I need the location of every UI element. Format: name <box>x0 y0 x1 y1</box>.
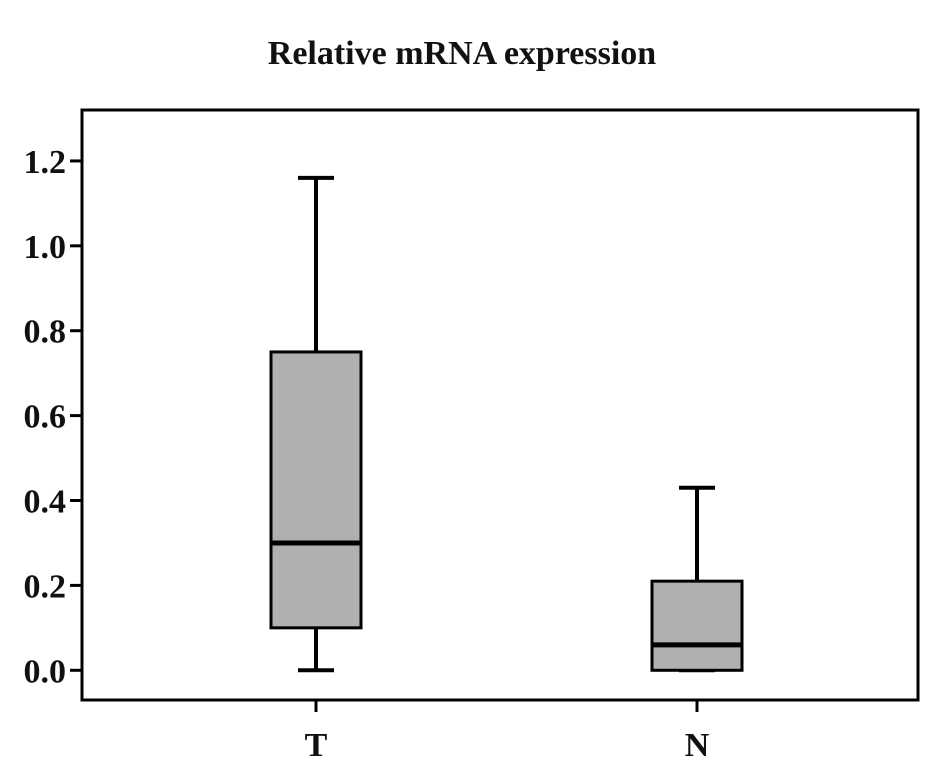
y-axis: 0.0 0.2 0.4 0.6 0.8 1.0 1.2 <box>24 144 82 690</box>
x-tick-label: T <box>305 727 328 764</box>
boxes <box>269 175 744 673</box>
plot-frame <box>80 108 920 702</box>
chart-title: Relative mRNA expression <box>268 35 657 72</box>
y-tick-label: 0.6 <box>24 399 67 436</box>
y-tick-label: 1.0 <box>24 229 67 266</box>
y-tick-label: 0.4 <box>24 484 67 521</box>
y-tick-label: 0.8 <box>24 314 67 351</box>
y-tick-label: 0.0 <box>24 653 67 690</box>
box-T <box>269 175 363 673</box>
y-tick-label: 0.2 <box>24 568 67 605</box>
y-tick-label: 1.2 <box>24 144 67 181</box>
x-tick-label: N <box>685 727 710 764</box>
box-iqr <box>650 579 744 672</box>
box-N <box>650 485 744 673</box>
box-iqr <box>269 350 363 630</box>
